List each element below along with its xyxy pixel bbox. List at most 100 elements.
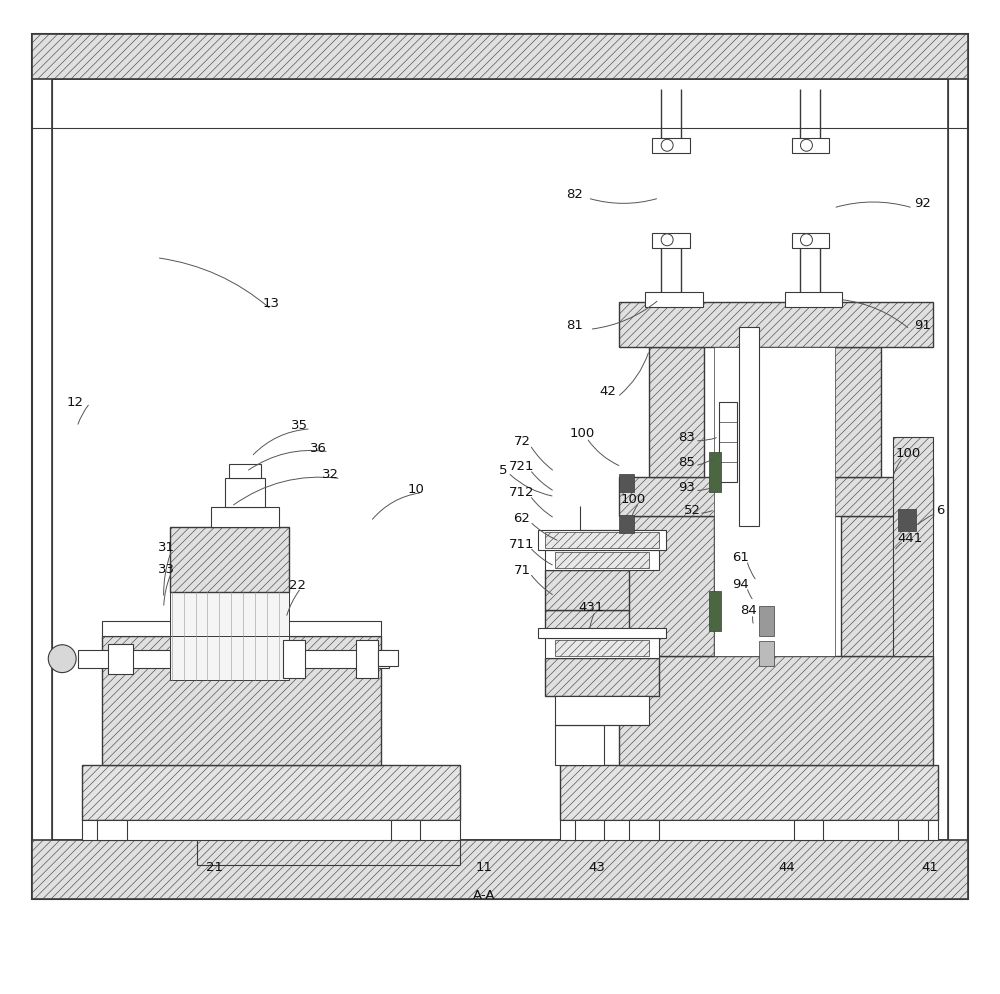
Text: 13: 13 xyxy=(263,296,280,310)
Bar xyxy=(108,644,133,674)
Bar xyxy=(619,303,933,348)
Bar xyxy=(229,464,261,478)
Bar xyxy=(759,641,774,666)
Bar xyxy=(283,640,305,678)
Text: 43: 43 xyxy=(588,860,605,874)
Bar xyxy=(225,478,265,508)
Bar xyxy=(211,508,279,528)
Text: 711: 711 xyxy=(509,537,535,551)
Bar xyxy=(538,628,666,638)
Text: 712: 712 xyxy=(509,485,535,499)
Text: 44: 44 xyxy=(778,860,795,874)
Bar xyxy=(82,820,460,840)
Text: 6: 6 xyxy=(937,503,945,517)
Text: 441: 441 xyxy=(897,531,923,545)
Bar xyxy=(555,640,649,656)
Bar xyxy=(785,292,842,308)
Text: 32: 32 xyxy=(322,467,339,481)
Bar xyxy=(575,820,604,840)
Text: 721: 721 xyxy=(509,459,535,473)
Circle shape xyxy=(48,645,76,673)
Bar xyxy=(545,638,659,658)
Text: 35: 35 xyxy=(291,418,308,432)
Text: 11: 11 xyxy=(476,860,493,874)
Text: 100: 100 xyxy=(570,426,595,440)
Bar xyxy=(356,640,378,678)
Text: 12: 12 xyxy=(67,396,84,410)
Bar xyxy=(391,820,420,840)
Text: 61: 61 xyxy=(732,550,749,564)
Bar xyxy=(545,571,659,610)
Bar xyxy=(739,328,759,527)
Bar xyxy=(709,452,721,492)
Bar xyxy=(102,636,381,765)
Bar xyxy=(792,139,829,154)
Bar xyxy=(102,621,381,636)
Bar xyxy=(555,726,604,765)
Text: 431: 431 xyxy=(579,600,604,614)
Bar xyxy=(32,35,968,80)
Bar xyxy=(826,348,881,477)
Bar xyxy=(378,650,398,666)
Text: 94: 94 xyxy=(732,577,749,590)
Bar xyxy=(709,591,721,631)
Text: 82: 82 xyxy=(566,187,583,201)
Bar xyxy=(560,765,938,820)
Bar xyxy=(898,510,916,532)
Bar xyxy=(82,765,460,820)
Text: 5: 5 xyxy=(499,463,507,477)
Text: 84: 84 xyxy=(740,603,757,617)
Circle shape xyxy=(661,235,673,247)
Bar xyxy=(759,606,774,636)
Text: 42: 42 xyxy=(599,384,616,398)
Text: 100: 100 xyxy=(895,446,921,460)
Bar xyxy=(652,139,690,154)
Bar xyxy=(619,474,634,492)
Circle shape xyxy=(800,140,812,152)
Text: 71: 71 xyxy=(513,563,530,577)
Bar xyxy=(545,551,659,571)
Bar xyxy=(52,80,948,840)
Bar xyxy=(629,820,659,840)
Text: 85: 85 xyxy=(678,455,695,469)
Circle shape xyxy=(800,235,812,247)
Text: 33: 33 xyxy=(158,562,175,576)
Bar xyxy=(792,234,829,248)
Bar xyxy=(538,531,666,551)
Bar xyxy=(545,610,659,638)
Bar xyxy=(170,636,289,680)
Bar xyxy=(97,820,127,840)
Bar xyxy=(652,234,690,248)
Text: 93: 93 xyxy=(678,480,695,494)
Text: 81: 81 xyxy=(566,318,583,332)
Bar xyxy=(32,840,968,900)
Text: 41: 41 xyxy=(921,860,938,874)
Bar xyxy=(649,348,704,477)
Bar xyxy=(898,820,928,840)
Bar xyxy=(629,517,714,656)
Text: 100: 100 xyxy=(621,492,646,506)
Bar xyxy=(545,533,659,549)
Bar xyxy=(893,437,933,656)
Bar xyxy=(714,348,835,656)
Bar xyxy=(619,477,933,517)
Text: 22: 22 xyxy=(289,578,306,591)
Text: 72: 72 xyxy=(513,434,530,448)
Bar xyxy=(545,658,659,696)
Bar xyxy=(170,528,289,592)
Bar xyxy=(555,696,649,726)
Text: 52: 52 xyxy=(684,503,701,517)
Circle shape xyxy=(661,140,673,152)
Text: 62: 62 xyxy=(513,511,530,525)
Text: 31: 31 xyxy=(158,540,175,554)
Bar xyxy=(560,820,938,840)
Text: 10: 10 xyxy=(408,482,425,496)
Text: 36: 36 xyxy=(310,441,327,455)
Bar xyxy=(289,650,389,668)
Bar xyxy=(32,35,968,900)
Bar xyxy=(719,403,737,482)
Bar xyxy=(170,592,289,636)
Text: 21: 21 xyxy=(206,860,223,874)
Bar xyxy=(619,656,933,765)
Bar xyxy=(645,292,703,308)
